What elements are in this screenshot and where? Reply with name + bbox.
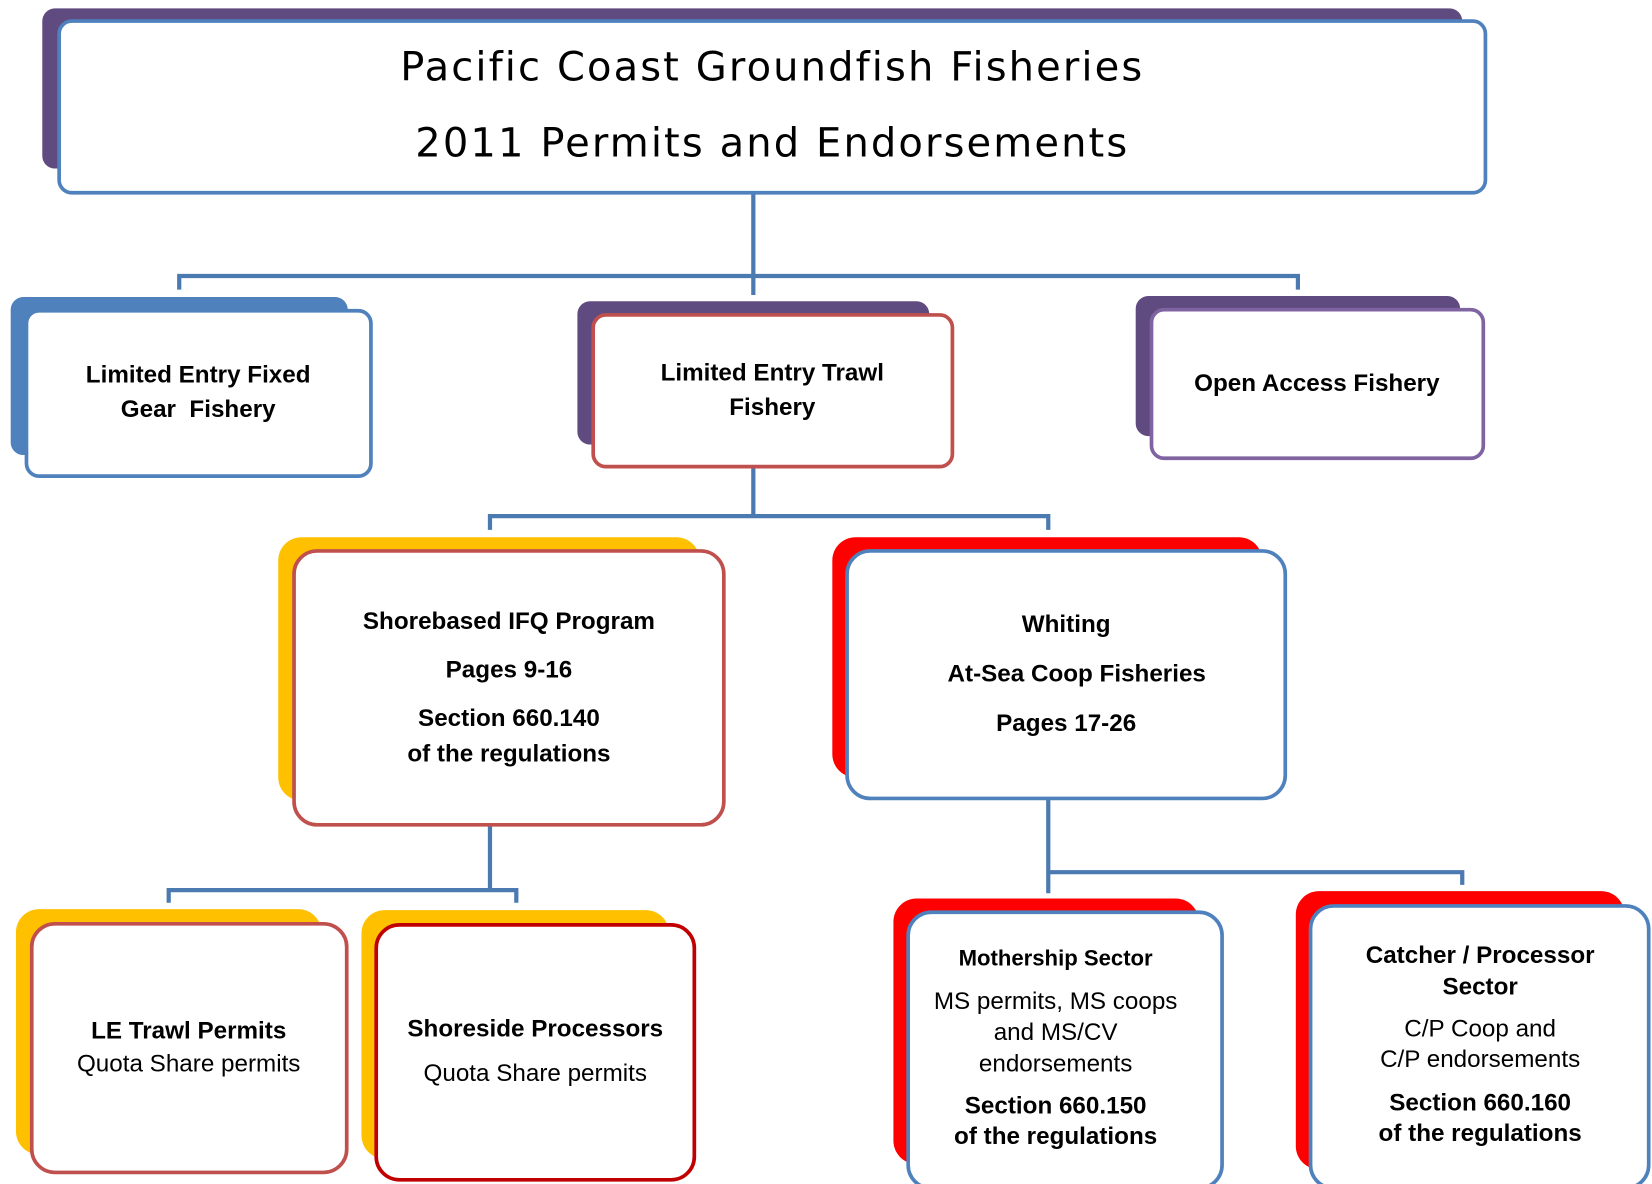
- box: [1308, 904, 1651, 1184]
- box: [845, 549, 1288, 801]
- connector: [177, 192, 1301, 295]
- node-label: At-Sea Coop Fisheries: [948, 661, 1206, 688]
- node-text: and MS/CV: [994, 1019, 1119, 1046]
- box: [374, 923, 697, 1182]
- node-label: Open Access Fishery: [1194, 370, 1440, 397]
- node-label: Pages 17-26: [996, 710, 1136, 737]
- node-label: Fishery: [729, 394, 816, 421]
- title-box: Pacific Coast Groundfish Fisheries 2011 …: [42, 8, 1488, 195]
- node-label: of the regulations: [407, 741, 610, 768]
- node-label: Gear Fishery: [121, 396, 276, 423]
- connector: [487, 466, 1051, 530]
- node: Whiting At-Sea Coop Fisheries Pages 17-2…: [832, 537, 1288, 801]
- node-text: C/P Coop and: [1404, 1016, 1556, 1043]
- node: Limited Entry Fixed Gear Fishery: [10, 297, 373, 478]
- box: [57, 19, 1488, 195]
- connectors: [166, 192, 1465, 903]
- node-label: Whiting: [1022, 611, 1111, 638]
- node-label: Shoreside Processors: [407, 1016, 663, 1043]
- node-label: Mothership Sector: [959, 945, 1153, 970]
- node: Shoreside Processors Quota Share permits: [361, 910, 697, 1182]
- box: [906, 910, 1224, 1184]
- box: [24, 308, 373, 478]
- node-label: of the regulations: [1379, 1120, 1582, 1147]
- node-label: Pages 9-16: [446, 656, 573, 683]
- subtitle: 2011 Permits and Endorsements: [415, 120, 1129, 166]
- node-label: Section 660.160: [1389, 1089, 1571, 1116]
- node-text: MS permits, MS coops: [934, 988, 1178, 1015]
- box: [29, 921, 349, 1175]
- node: LE Trawl Permits Quota Share permits: [15, 909, 349, 1175]
- node-text: Quota Share permits: [424, 1060, 647, 1087]
- node-label: Sector: [1442, 973, 1518, 1000]
- node-label: Section 660.140: [418, 705, 600, 732]
- node: Limited Entry Trawl Fishery: [577, 301, 955, 469]
- node-label: Limited Entry Trawl: [661, 359, 884, 386]
- box: [1149, 307, 1486, 461]
- node-label: Limited Entry Fixed: [86, 361, 311, 388]
- node-text: C/P endorsements: [1380, 1046, 1580, 1073]
- box: [292, 549, 726, 827]
- node: Open Access Fishery: [1135, 296, 1486, 461]
- node-text: Quota Share permits: [77, 1050, 300, 1077]
- connector: [166, 824, 519, 903]
- node-label: Shorebased IFQ Program: [363, 608, 655, 635]
- node: Catcher / Processor Sector C/P Coop and …: [1295, 891, 1651, 1184]
- node-label: of the regulations: [954, 1123, 1157, 1150]
- node-label: Section 660.150: [965, 1092, 1147, 1119]
- node-label: LE Trawl Permits: [91, 1018, 286, 1045]
- node: Shorebased IFQ Program Pages 9-16 Sectio…: [278, 537, 726, 827]
- box: [591, 313, 955, 469]
- connector: [1046, 798, 1465, 894]
- title: Pacific Coast Groundfish Fisheries: [400, 45, 1144, 91]
- node-text: endorsements: [979, 1050, 1132, 1077]
- node-label: Catcher / Processor: [1366, 942, 1595, 969]
- node: Mothership Sector MS permits, MS coops a…: [893, 898, 1224, 1184]
